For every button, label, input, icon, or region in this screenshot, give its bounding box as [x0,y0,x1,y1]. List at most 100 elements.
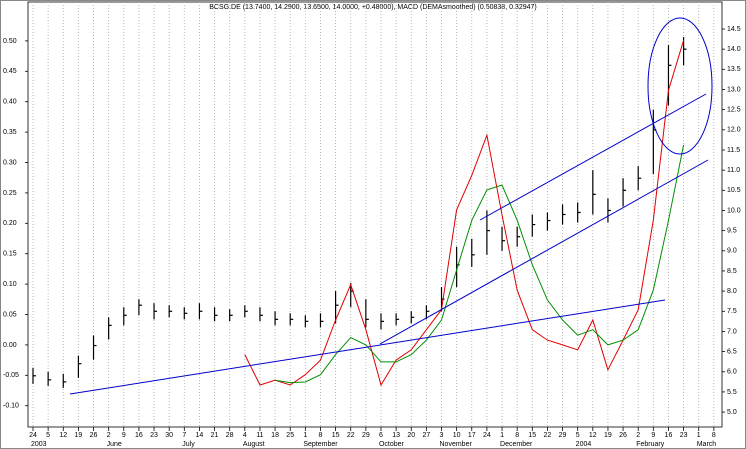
x-tick-label: 18 [271,432,279,439]
x-tick-label: 22 [544,432,552,439]
x-tick-label: 27 [422,432,430,439]
x-tick-label: 20 [407,432,415,439]
y-tick-label: 0.15 [3,251,17,258]
y2-tick-label: 6.0 [727,369,737,376]
x-tick-label: 28 [226,432,234,439]
y-tick-label: 0.35 [3,129,17,136]
x-tick-label: 9 [651,432,655,439]
y-tick-label: 0.10 [3,281,17,288]
x-tick-label: 2 [107,432,111,439]
x-tick-label: 4 [243,432,247,439]
x-tick-label: 21 [211,432,219,439]
y2-tick-label: 14.5 [727,26,741,33]
x-tick-label: 12 [59,432,67,439]
x-tick-label: 19 [74,432,82,439]
y2-tick-label: 5.5 [727,389,737,396]
y-tick-label: 0.45 [3,68,17,75]
y-tick-label: 0.50 [3,38,17,45]
y-tick-label: -0.05 [3,372,19,379]
x-tick-label: 19 [604,432,612,439]
macd-line [244,40,685,387]
x-tick-label: 13 [392,432,400,439]
month-label: 2003 [31,441,47,448]
y-tick-label: 0.20 [3,220,17,227]
annotations [69,17,713,395]
x-tick-label: 6 [379,432,383,439]
month-label: July [182,441,195,448]
y2-tick-label: 9.0 [727,248,737,255]
y-tick-label: 0.25 [3,190,17,197]
x-tick-label: 30 [165,432,173,439]
month-label: March [697,441,717,448]
y2-tick-label: 14.0 [727,46,741,53]
x-tick-label: 9 [122,432,126,439]
x-tick-label: 2 [636,432,640,439]
x-tick-label: 8 [515,432,519,439]
x-tick-label: 29 [559,432,567,439]
y2-tick-label: 13.5 [727,66,741,73]
x-tick-label: 23 [680,432,688,439]
month-label: October [379,441,405,448]
month-label: June [107,441,122,448]
y2-tick-label: 7.0 [727,328,737,335]
y-tick-label: 0.40 [3,99,17,106]
x-tick-label: 24 [29,432,37,439]
x-tick-label: 26 [619,432,627,439]
x-tick-label: 23 [150,432,158,439]
y2-tick-label: 8.5 [727,268,737,275]
y2-tick-label: 12.0 [727,127,741,134]
x-tick-label: 16 [135,432,143,439]
y-tick-label: -0.10 [3,403,19,410]
month-label: 2004 [576,441,592,448]
x-tick-label: 14 [196,432,204,439]
x-tick-label: 8 [712,432,716,439]
x-tick-label: 15 [332,432,340,439]
y2-tick-label: 8.0 [727,288,737,295]
x-tick-label: 22 [347,432,355,439]
x-tick-label: 1 [500,432,504,439]
month-label: February [636,441,665,448]
highlight-ellipse [647,17,713,155]
y2-tick-label: 10.5 [727,187,741,194]
chart-title: BCSG.DE (13.7400, 14.2900, 13.6500, 14.0… [209,4,536,11]
y-tick-label: 0.05 [3,311,17,318]
x-tick-label: 10 [453,432,461,439]
month-label: September [303,441,338,448]
x-tick-label: 3 [440,432,444,439]
x-tick-label: 24 [483,432,491,439]
x-tick-label: 8 [319,432,323,439]
macd-line [275,144,685,384]
x-tick-label: 16 [665,432,673,439]
x-tick-label: 7 [182,432,186,439]
x-tick-label: 11 [256,432,263,439]
month-label: November [440,441,473,448]
x-tick-label: 1 [697,432,701,439]
plot-area [27,1,723,428]
x-tick-label: 15 [528,432,536,439]
y2-tick-label: 11.5 [727,147,740,154]
month-label: December [500,441,533,448]
x-tick-label: 1 [303,432,307,439]
x-tick-label: 12 [589,432,597,439]
y-tick-label: 0.30 [3,159,17,166]
y2-tick-label: 11.0 [727,167,740,174]
x-tick-label: 5 [46,432,50,439]
y-tick-label: 0.00 [3,342,17,349]
y2-tick-label: 12.5 [727,107,741,114]
trend-line [379,159,709,345]
x-tick-label: 26 [90,432,98,439]
y2-tick-label: 10.0 [727,207,741,214]
y2-tick-label: 5.0 [727,409,737,416]
y2-tick-label: 13.0 [727,86,741,93]
y2-tick-label: 6.5 [727,348,737,355]
trend-line [69,299,666,395]
trend-line [479,93,707,221]
x-tick-label: 25 [286,432,294,439]
month-label: August [243,441,265,448]
x-tick-label: 17 [468,432,476,439]
x-tick-label: 29 [362,432,370,439]
x-tick-label: 5 [576,432,580,439]
